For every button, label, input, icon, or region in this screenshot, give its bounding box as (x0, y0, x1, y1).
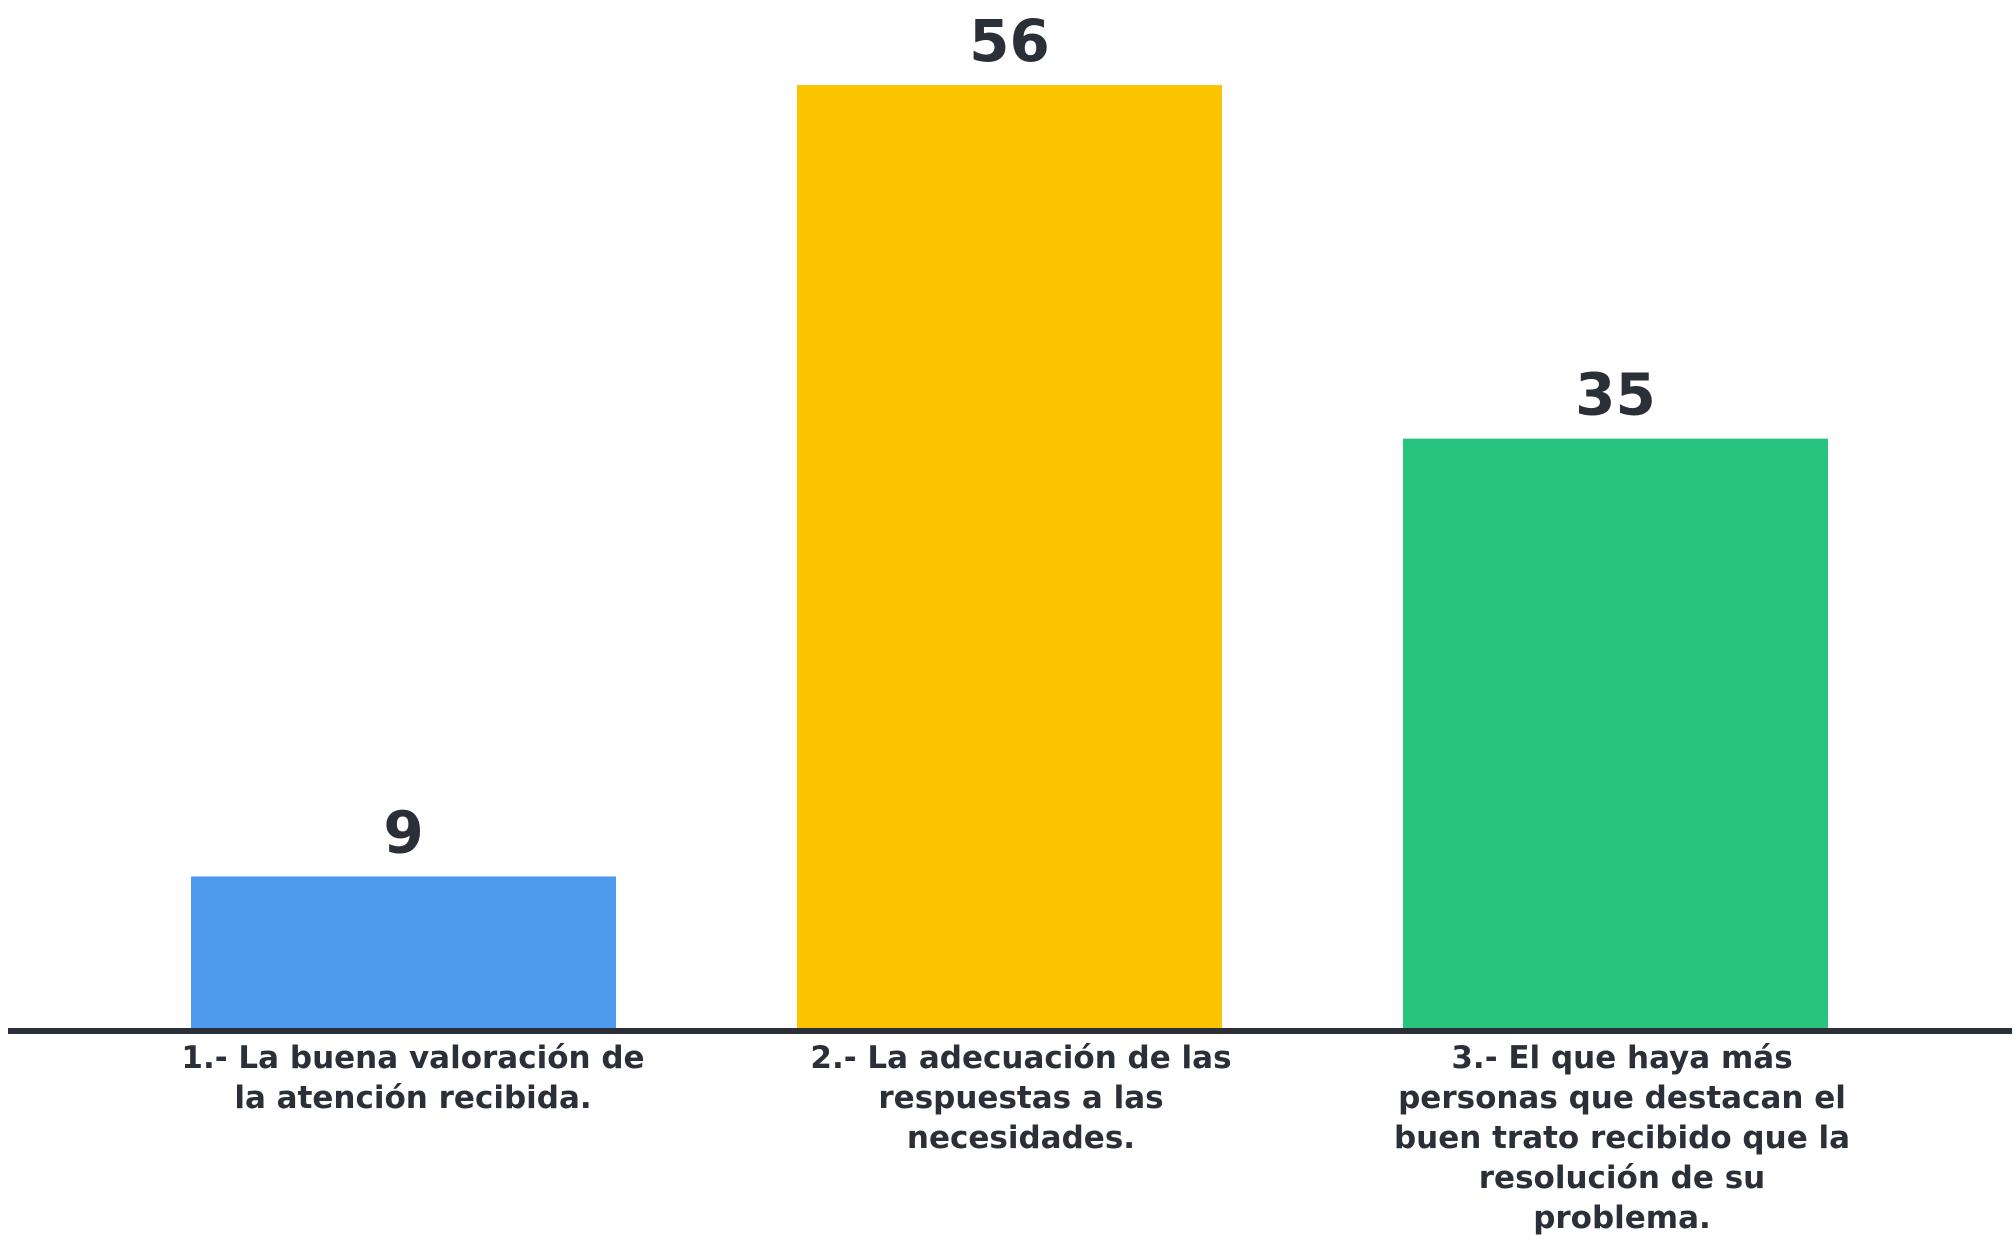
category-label-3: 3.- El que haya más personas que destaca… (1393, 1040, 1851, 1236)
value-label-2: 56 (969, 7, 1050, 75)
value-label-3: 35 (1575, 361, 1656, 429)
category-label-1: 1.- La buena valoración de la atención r… (181, 1040, 645, 1116)
bar-1 (191, 876, 616, 1028)
bar-3 (1403, 438, 1828, 1028)
bars-layer (191, 85, 1828, 1028)
value-labels-layer: 9 56 35 (383, 7, 1656, 866)
value-label-1: 9 (383, 798, 423, 866)
category-label-2: 2.- La adecuación de las respuestas a la… (810, 1040, 1232, 1156)
bar-2 (797, 85, 1222, 1028)
